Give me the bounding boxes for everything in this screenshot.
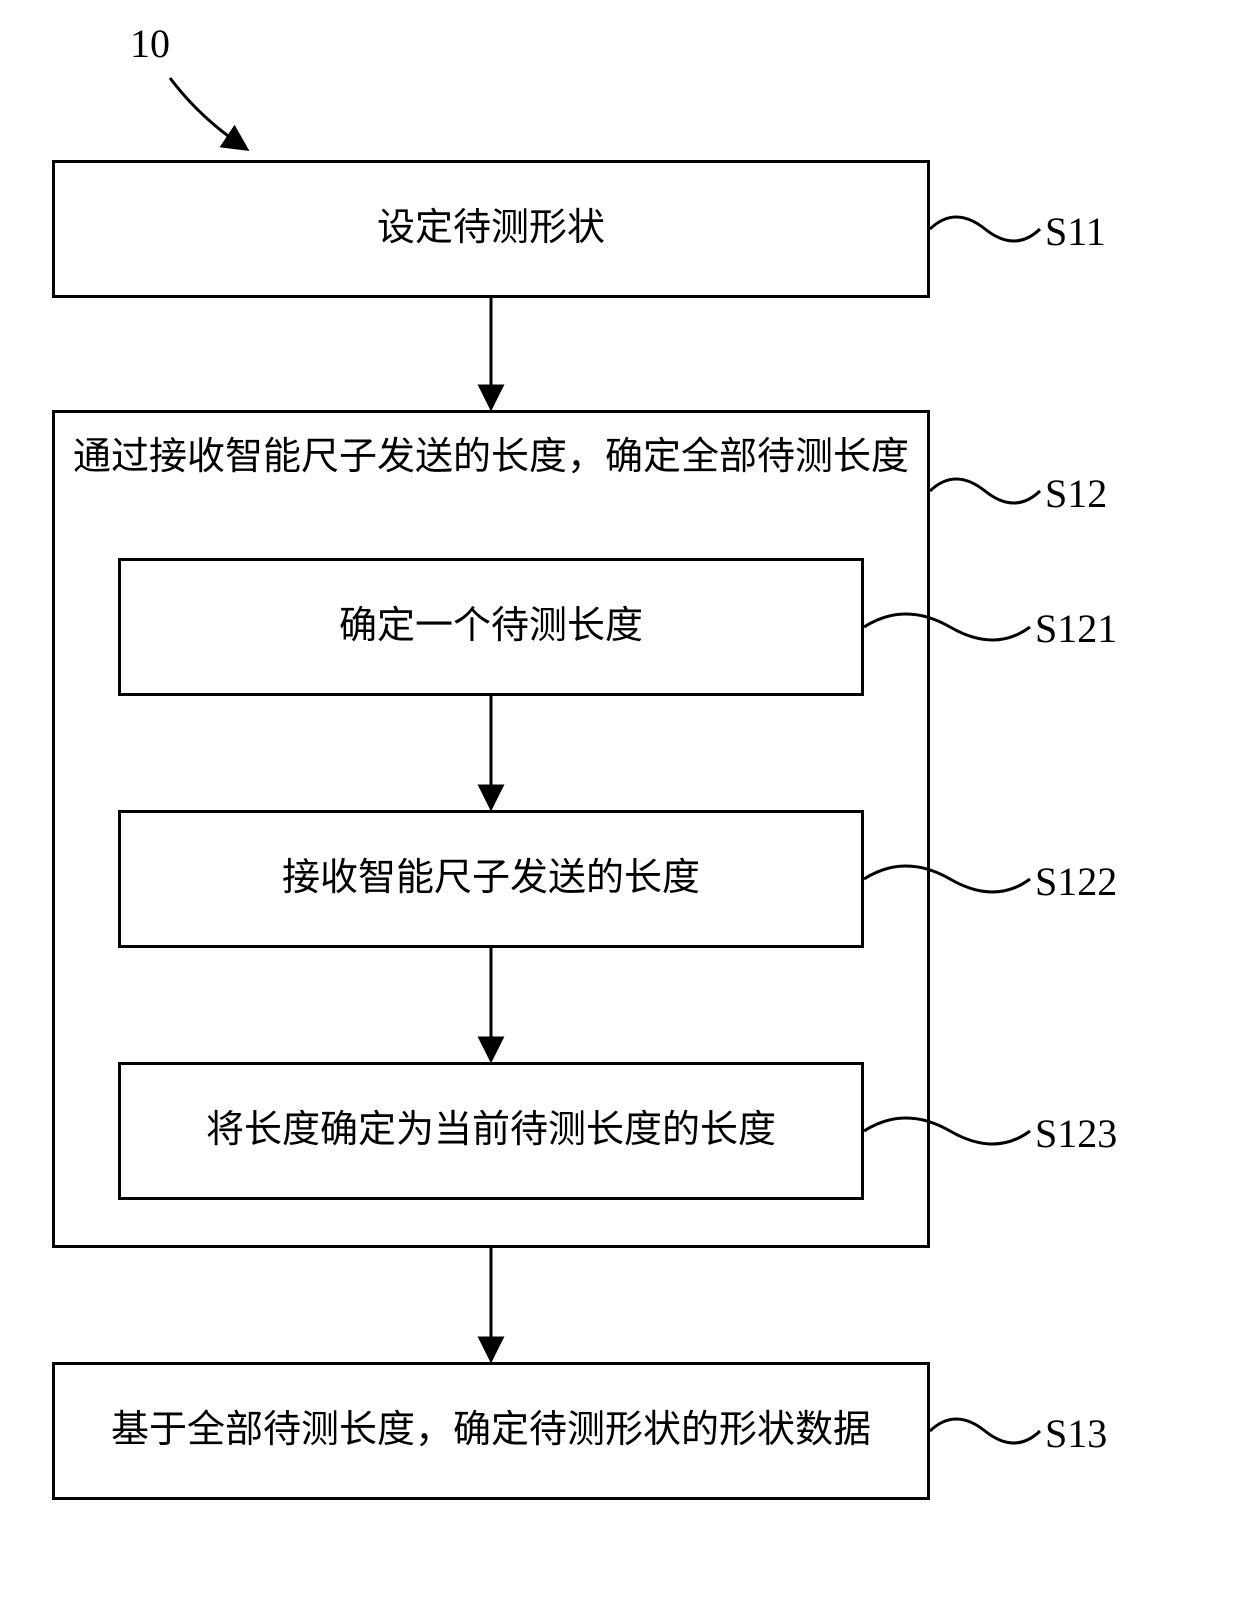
step-s123-text: 将长度确定为当前待测长度的长度 [206,1104,776,1157]
flowchart-canvas: 10 设定待测形状 S11 通过接收智能尺子发送的长度，确定全部待测长度 S12… [0,0,1240,1602]
label-s13: S13 [1045,1410,1107,1457]
step-s11-text: 设定待测形状 [377,202,605,255]
label-s122: S122 [1035,858,1117,905]
step-s13: 基于全部待测长度，确定待测形状的形状数据 [52,1362,930,1500]
label-s12: S12 [1045,470,1107,517]
diagram-id-label: 10 [130,20,170,67]
leader-s12 [930,479,1040,503]
step-s123: 将长度确定为当前待测长度的长度 [118,1062,864,1200]
leader-s11 [930,217,1040,241]
step-s122-text: 接收智能尺子发送的长度 [282,852,700,905]
step-s13-text: 基于全部待测长度，确定待测形状的形状数据 [111,1404,871,1457]
leader-s13 [930,1419,1040,1443]
step-s12-title: 通过接收智能尺子发送的长度，确定全部待测长度 [55,413,927,484]
step-s122: 接收智能尺子发送的长度 [118,810,864,948]
step-s121: 确定一个待测长度 [118,558,864,696]
top-pointer-arrow [170,78,245,148]
label-s11: S11 [1045,208,1106,255]
label-s123: S123 [1035,1110,1117,1157]
step-s121-text: 确定一个待测长度 [339,600,643,653]
step-s11: 设定待测形状 [52,160,930,298]
label-s121: S121 [1035,605,1117,652]
